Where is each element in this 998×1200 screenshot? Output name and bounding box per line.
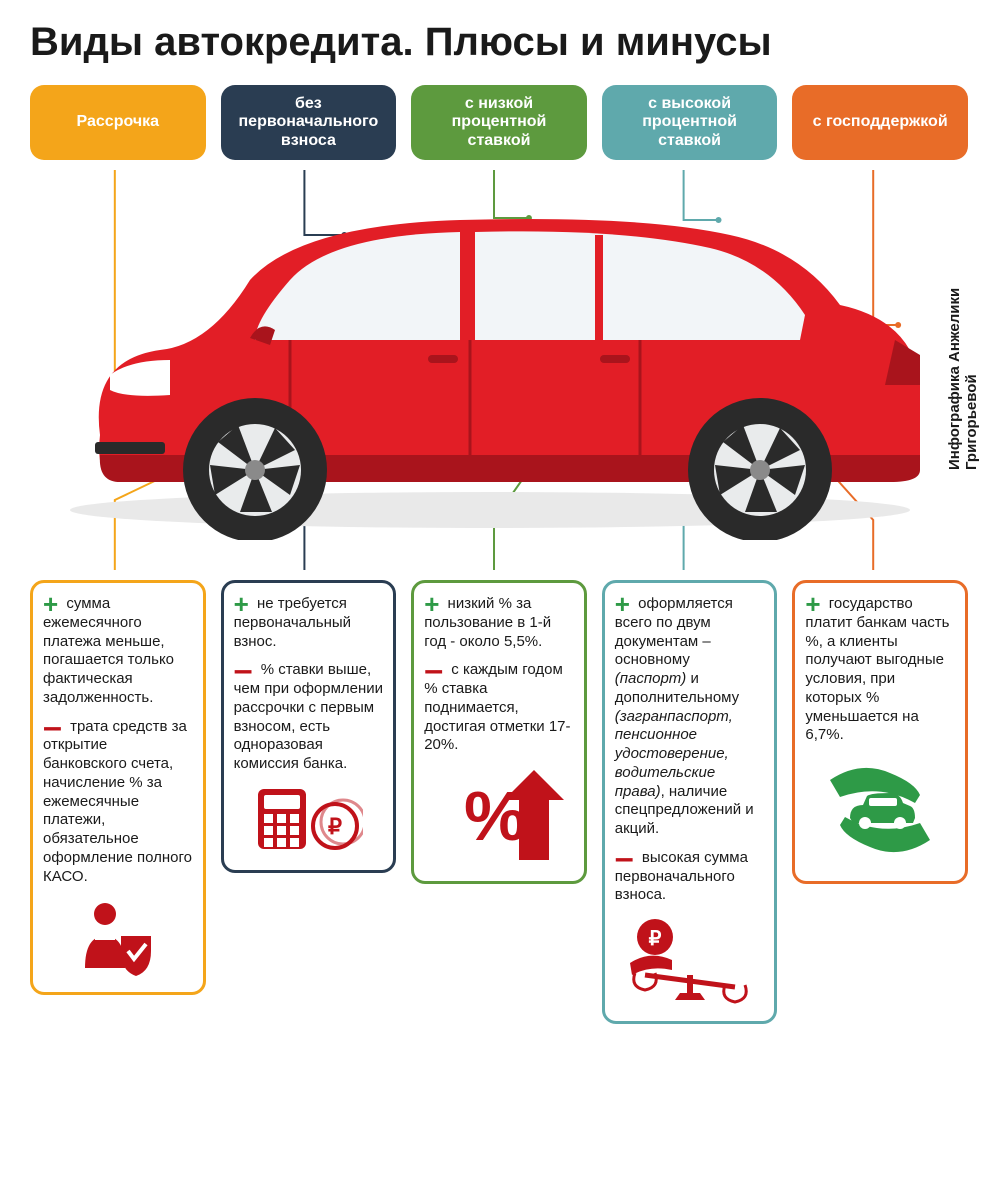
card-no-down: + не требуется первоначальный взнос. – %… [221, 580, 397, 873]
plus-text-italic1: (паспорт) [615, 670, 687, 687]
plus-text: низкий % за пользование в 1-й год - окол… [424, 595, 551, 650]
card-gov-support: + государство платит банкам часть %, а к… [792, 580, 968, 884]
minus-text: % ставки выше, чем при оформлении рассро… [234, 661, 383, 772]
card-low-rate: + низкий % за пользование в 1-й год - ок… [411, 580, 587, 884]
plus-text-1: оформляется всего по двум документам – о… [615, 595, 733, 668]
tab-installment: Рассрочка [30, 85, 206, 160]
car-illustration-area: Инфографика Анжелики Григорьевой [30, 170, 968, 570]
tab-gov-support: с господдержкой [792, 85, 968, 160]
plus-text: не требуется первоначальный взнос. [234, 595, 351, 650]
svg-text:₽: ₽ [328, 814, 342, 839]
agent-shield-icon [43, 896, 193, 982]
plus-text: государство платит банкам часть %, а кли… [805, 595, 949, 743]
tab-high-rate: с высокой процентной ставкой [602, 85, 778, 160]
credit-text: Инфографика Анжелики Григорьевой [946, 270, 980, 470]
tab-low-rate: с низкой процентной ставкой [411, 85, 587, 160]
minus-text: высокая сумма первоначального взноса. [615, 849, 748, 904]
plus-text: сумма ежемесячного платежа меньше, погаш… [43, 595, 174, 706]
tab-no-down: без первоначального взноса [221, 85, 397, 160]
minus-text: с каждым годом % ставка поднимается, дос… [424, 661, 570, 753]
calculator-coins-icon: ₽ [234, 784, 384, 860]
page-title: Виды автокредита. Плюсы и минусы [30, 20, 968, 65]
card-installment: + сумма ежемесячного платежа меньше, пог… [30, 580, 206, 995]
hands-car-icon [805, 755, 955, 871]
minus-text: трата средств за открытие банковского сч… [43, 718, 192, 885]
car-icon [40, 210, 940, 540]
svg-text:₽: ₽ [648, 928, 661, 950]
card-high-rate: + оформляется всего по двум документам –… [602, 580, 778, 1024]
percent-arrow-icon: % [424, 765, 574, 871]
tabs-row: Рассрочка без первоначального взноса с н… [30, 85, 968, 160]
cards-row: + сумма ежемесячного платежа меньше, пог… [30, 580, 968, 1024]
scale-ruble-icon: ₽ [615, 915, 765, 1011]
